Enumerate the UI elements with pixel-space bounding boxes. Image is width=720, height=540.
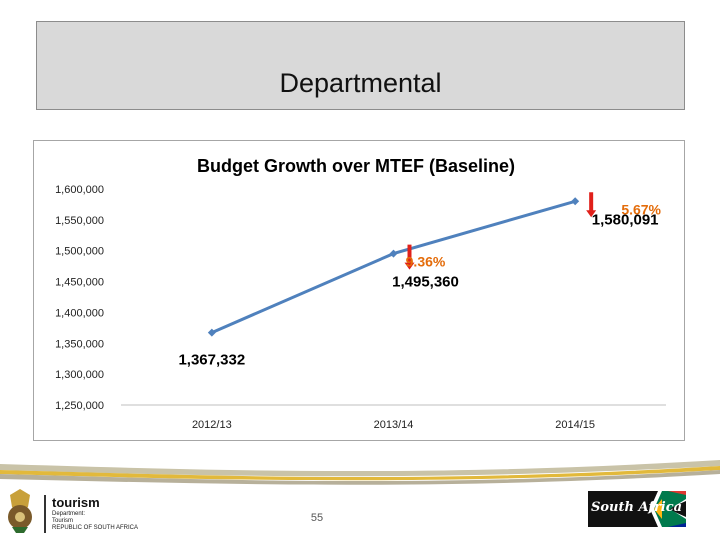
down-arrow-icon	[586, 192, 597, 218]
slide-title: Departmental	[279, 68, 442, 98]
sa-brand-script: South Africa	[591, 500, 683, 515]
data-label: 1,580,091	[592, 211, 659, 228]
slide-title-box: Departmental	[36, 21, 685, 110]
tourism-logo: tourism Department: Tourism REPUBLIC OF …	[0, 487, 160, 537]
y-tick-label: 1,500,000	[55, 246, 104, 258]
y-tick-label: 1,450,000	[55, 277, 104, 289]
data-point	[207, 328, 216, 337]
tourism-subtitle-line: REPUBLIC OF SOUTH AFRICA	[52, 525, 139, 531]
logo-divider	[44, 495, 46, 533]
y-tick-label: 1,300,000	[55, 369, 104, 381]
page-number: 55	[310, 512, 324, 524]
x-tick-label: 2012/13	[192, 419, 232, 431]
chart-frame: Budget Growth over MTEF (Baseline) 1,250…	[33, 140, 685, 441]
budget-line-chart: Budget Growth over MTEF (Baseline) 1,250…	[55, 156, 666, 431]
tourism-subtitle: Department: Tourism REPUBLIC OF SOUTH AF…	[52, 511, 138, 532]
y-tick-label: 1,400,000	[55, 307, 104, 319]
x-tick-label: 2013/14	[374, 419, 414, 431]
south-africa-logo: South Africa	[588, 491, 686, 527]
y-tick-label: 1,350,000	[55, 338, 104, 350]
chart-title: Budget Growth over MTEF (Baseline)	[197, 156, 515, 176]
growth-label: 5.67%	[621, 201, 661, 217]
series-line	[211, 199, 576, 334]
tourism-subtitle-line: Department:	[52, 511, 86, 517]
tourism-subtitle-line: Tourism	[52, 518, 74, 524]
growth-label: 9.36%	[406, 254, 446, 270]
y-tick-label: 1,600,000	[55, 184, 104, 196]
down-arrow-icon	[404, 244, 415, 270]
y-tick-label: 1,250,000	[55, 400, 104, 412]
sa-flag-icon	[588, 491, 686, 527]
y-tick-label: 1,550,000	[55, 215, 104, 227]
tourism-wordmark: tourism	[52, 495, 100, 510]
data-label: 1,367,332	[178, 352, 245, 369]
data-point	[389, 249, 398, 258]
footer-stripes	[0, 460, 720, 485]
data-label: 1,495,360	[392, 274, 459, 291]
x-tick-label: 2014/15	[555, 419, 595, 431]
coat-of-arms-icon	[8, 489, 32, 533]
data-point	[571, 197, 580, 206]
